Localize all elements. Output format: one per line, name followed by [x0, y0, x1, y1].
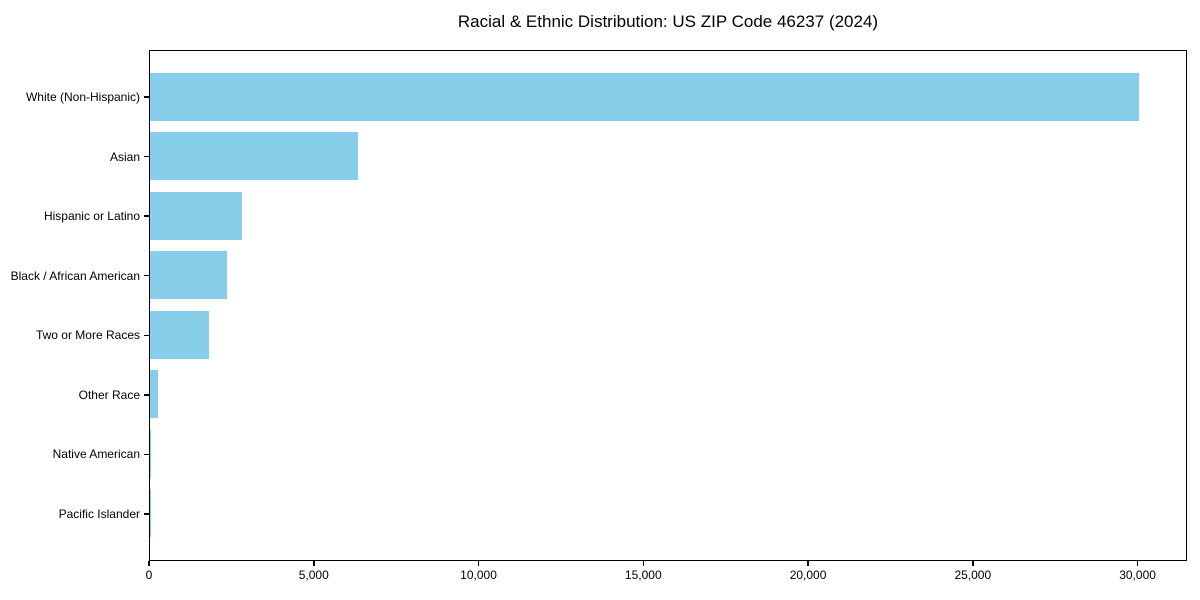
chart-title: Racial & Ethnic Distribution: US ZIP Cod…	[457, 12, 879, 31]
y-tick	[144, 215, 149, 217]
bar	[150, 251, 228, 300]
bar	[150, 191, 243, 240]
x-tick	[1136, 561, 1139, 566]
x-tick-label: 0	[145, 568, 153, 582]
x-tick-label: 30,000	[1119, 568, 1156, 582]
x-tick-label: 5,000	[298, 568, 329, 582]
y-tick	[144, 334, 149, 337]
bar	[150, 72, 1139, 121]
y-tick	[144, 394, 149, 396]
category-label: Other Race	[78, 387, 140, 402]
y-tick	[144, 453, 149, 456]
x-tick	[642, 561, 645, 566]
bar	[150, 132, 358, 181]
category-label: Pacific Islander	[58, 506, 140, 521]
y-tick	[144, 155, 149, 158]
x-tick	[313, 561, 315, 566]
bar	[150, 370, 158, 419]
category-label: Two or More Races	[35, 328, 140, 343]
y-tick	[144, 96, 149, 98]
category-label: Black / African American	[10, 268, 140, 283]
category-label: Asian	[109, 149, 140, 164]
x-tick	[807, 561, 809, 566]
x-tick-label: 15,000	[624, 568, 662, 582]
bar	[150, 310, 210, 359]
y-tick	[144, 274, 149, 277]
category-label: Native American	[52, 447, 140, 462]
x-tick-label: 10,000	[460, 568, 497, 582]
bar	[150, 429, 152, 478]
y-tick	[144, 513, 149, 515]
plot-area	[149, 50, 1187, 561]
x-tick-label: 25,000	[954, 568, 992, 582]
category-label: White (Non-Hispanic)	[25, 90, 140, 105]
x-tick-label: 20,000	[789, 568, 827, 582]
x-tick	[148, 561, 150, 566]
x-tick	[972, 561, 974, 566]
category-label: Hispanic or Latino	[43, 209, 140, 224]
x-tick	[477, 561, 480, 566]
